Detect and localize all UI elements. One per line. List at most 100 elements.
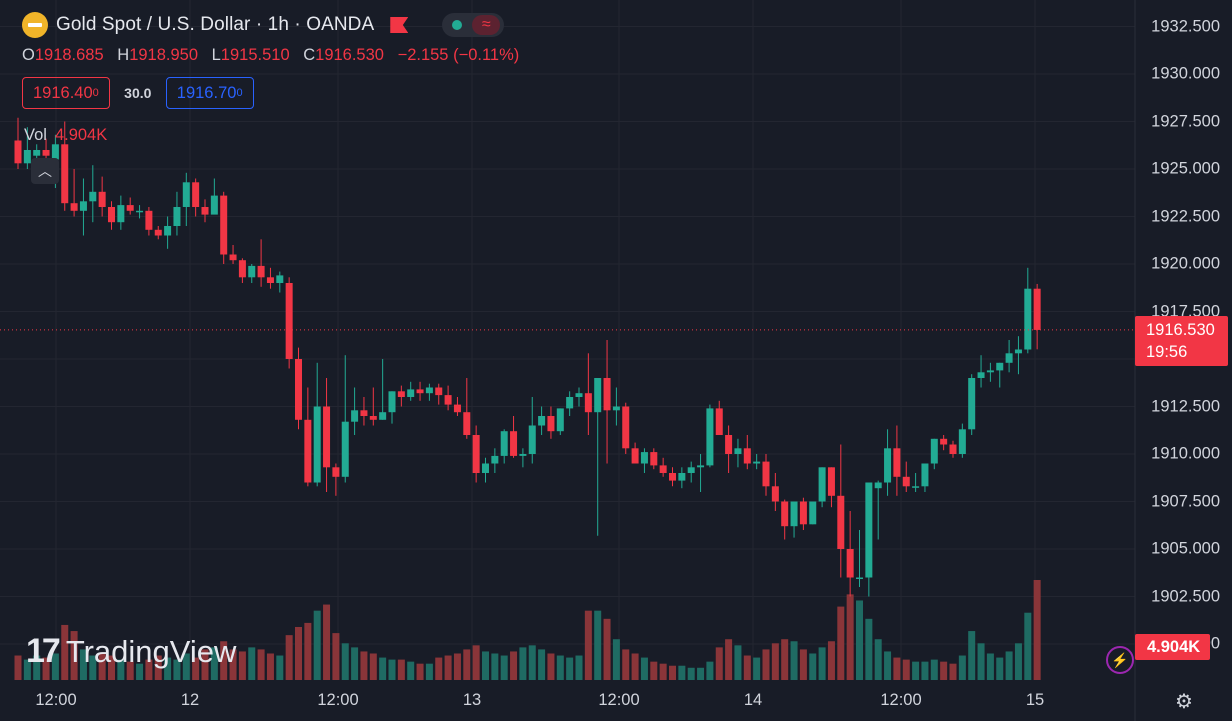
candle-body — [369, 416, 377, 420]
candle-body — [341, 421, 349, 477]
volume-bar — [313, 610, 321, 680]
candle-body — [912, 486, 920, 488]
candle — [622, 402, 630, 454]
lightning-icon[interactable]: ⚡ — [1106, 646, 1134, 674]
candle-body — [669, 473, 676, 481]
candle-body — [482, 463, 489, 473]
market-open-icon — [452, 20, 463, 30]
ohlc-legend: O1918.685 H1918.950 L1915.510 C1916.530 … — [22, 46, 519, 65]
price-tick-label: 1925.000 — [1151, 159, 1220, 178]
candle-body — [622, 406, 630, 449]
change-value: −2.155 (−0.11%) — [397, 46, 520, 64]
volume-bar — [388, 659, 396, 680]
volume-bar — [790, 641, 798, 680]
sell-button[interactable]: 1916.40 0 — [22, 77, 110, 109]
candle-body — [192, 182, 200, 207]
candle — [799, 497, 807, 530]
candle — [706, 404, 714, 468]
candle — [818, 467, 826, 508]
volume-bar — [659, 663, 667, 680]
candle-body — [61, 144, 69, 204]
volume-bar — [725, 639, 733, 680]
volume-bar — [276, 655, 284, 680]
flag-icon[interactable] — [390, 17, 409, 33]
gear-icon[interactable]: ⚙ — [1175, 690, 1193, 713]
volume-legend[interactable]: Vol 4.904K — [24, 126, 107, 145]
volume-bar — [687, 667, 695, 680]
candle-body — [108, 207, 115, 223]
volume-bar — [902, 659, 910, 680]
chevron-up-icon[interactable]: ︿ — [31, 158, 59, 184]
candle — [379, 359, 387, 420]
volume-bar — [603, 618, 611, 680]
candle — [715, 400, 723, 435]
candle — [323, 378, 331, 492]
candle — [397, 385, 405, 407]
volume-bar — [510, 651, 518, 680]
candle-body — [612, 406, 620, 411]
volume-bar — [519, 647, 527, 680]
price-tick-label: 1917.500 — [1151, 302, 1220, 320]
volume-bar — [669, 665, 676, 680]
sell-price: 1916.40 — [33, 83, 93, 102]
candle-body — [715, 408, 723, 435]
candle-body — [1005, 353, 1013, 363]
candle-body — [734, 448, 742, 454]
candle-body — [930, 438, 938, 464]
candle — [781, 499, 789, 540]
volume-bar — [697, 667, 705, 680]
volume-bar — [351, 647, 359, 680]
candle-body — [659, 465, 667, 473]
market-status-pill[interactable]: ≈ — [442, 13, 505, 37]
candle — [930, 438, 938, 470]
candle — [482, 457, 489, 483]
candle — [276, 271, 284, 293]
volume-bar — [753, 657, 761, 680]
candle — [70, 169, 78, 217]
volume-bar — [220, 641, 228, 680]
volume-bar — [210, 647, 218, 680]
candle-body — [210, 195, 218, 215]
candle — [145, 207, 153, 236]
candle — [351, 387, 359, 435]
volume-bar — [397, 659, 405, 680]
volume-bar — [958, 655, 966, 680]
volume-bar — [650, 661, 658, 680]
volume-bar — [893, 657, 901, 680]
candle — [697, 454, 705, 492]
volume-bar — [762, 649, 770, 680]
buy-button[interactable]: 1916.70 0 — [165, 77, 254, 109]
candle-body — [996, 362, 1004, 371]
volume-bar — [818, 647, 826, 680]
symbol-title[interactable]: Gold Spot / U.S. Dollar · 1h · OANDA — [56, 14, 375, 35]
volume-bar — [444, 655, 452, 680]
volume-bar — [192, 657, 200, 680]
tradingview-logo-icon: 17 — [26, 632, 61, 670]
candle-body — [351, 410, 359, 422]
volume-bar — [612, 639, 620, 680]
candle-body — [173, 207, 181, 226]
candle-body — [295, 359, 302, 420]
candle — [23, 127, 31, 169]
candle-body — [818, 467, 826, 502]
candle-body — [79, 201, 87, 211]
volume-bar — [145, 659, 153, 680]
symbol-header[interactable]: Gold Spot / U.S. Dollar · 1h · OANDA ≈ — [22, 12, 505, 38]
candle — [538, 406, 546, 435]
candle — [500, 429, 508, 464]
candle-body — [472, 435, 480, 473]
candle — [519, 448, 527, 468]
candle — [491, 448, 499, 473]
volume-bar — [538, 649, 546, 680]
candle-body — [248, 265, 256, 278]
volume-bar — [341, 643, 349, 680]
candle-body — [874, 482, 882, 489]
volume-bar — [865, 618, 873, 680]
candle-body — [687, 467, 695, 473]
candle — [827, 467, 835, 508]
candle-body — [23, 150, 31, 164]
volume-bar — [295, 626, 302, 680]
candle-body — [257, 265, 265, 278]
candle-body — [117, 205, 125, 223]
